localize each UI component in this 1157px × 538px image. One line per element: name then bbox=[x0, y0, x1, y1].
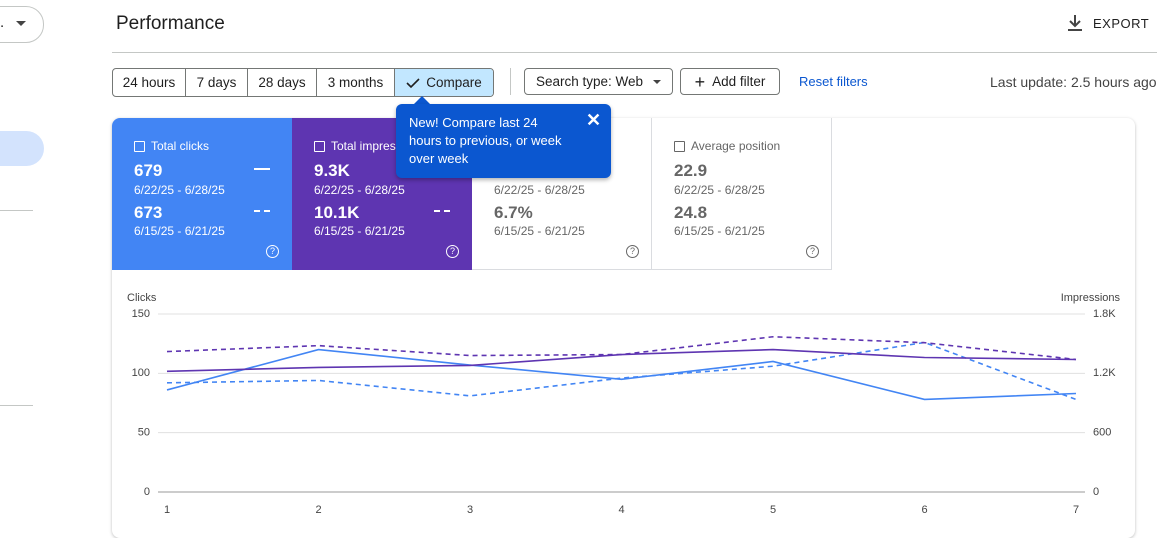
tooltip: New! Compare last 24 hours to previous, … bbox=[396, 104, 611, 178]
card-range: 6/22/25 - 6/28/25 bbox=[674, 183, 765, 197]
x-tick-label: 6 bbox=[921, 504, 927, 516]
tooltip-arrow bbox=[414, 96, 430, 104]
card-title: Average position bbox=[691, 139, 781, 153]
card-title: Total clicks bbox=[151, 139, 210, 153]
dropdown-arrow bbox=[16, 21, 26, 26]
y2-tick-label: 1.2K bbox=[1093, 367, 1116, 379]
card-value: 679 bbox=[134, 161, 163, 180]
metric-card[interactable]: Total clicks 679 6/22/25 - 6/28/25 673 6… bbox=[112, 118, 292, 270]
dashed-line-icon bbox=[434, 210, 450, 212]
x-tick-label: 5 bbox=[770, 504, 776, 516]
add-filter-button[interactable]: + Add filter bbox=[680, 68, 780, 95]
plus-icon: + bbox=[694, 71, 706, 92]
y-axis-label: Clicks bbox=[127, 292, 157, 304]
checkbox[interactable] bbox=[314, 141, 325, 152]
nav-divider bbox=[0, 405, 33, 406]
range-button[interactable]: 28 days bbox=[248, 69, 317, 96]
series-line bbox=[166, 341, 1077, 401]
chart: Clicks Impressions 0 50 100 150 0 600 1.2K 1.8K… bbox=[127, 292, 1121, 516]
search-type-button[interactable]: Search type: Web bbox=[524, 68, 673, 95]
card-range: 6/15/25 - 6/21/25 bbox=[314, 224, 405, 238]
help-icon[interactable]: ? bbox=[266, 245, 279, 258]
help-icon[interactable]: ? bbox=[626, 245, 639, 258]
y-tick-label: 150 bbox=[132, 308, 150, 320]
x-tick-label: 1 bbox=[164, 504, 170, 516]
header-divider bbox=[112, 52, 1157, 53]
add-filter-label: Add filter bbox=[712, 74, 766, 89]
card-range: 6/22/25 - 6/28/25 bbox=[494, 183, 585, 197]
card-value: 9.3K bbox=[314, 161, 350, 180]
toolbar-separator bbox=[510, 68, 511, 95]
y-tick-label: 50 bbox=[138, 427, 150, 439]
card-value: 22.9 bbox=[674, 161, 708, 180]
range-button[interactable]: 3 months bbox=[317, 69, 395, 96]
reset-filters-link[interactable]: Reset filters bbox=[799, 74, 868, 89]
card-range: 6/22/25 - 6/28/25 bbox=[134, 183, 225, 197]
x-tick-label: 7 bbox=[1073, 504, 1079, 516]
range-button[interactable]: 24 hours bbox=[113, 69, 186, 96]
page-title: Performance bbox=[116, 13, 225, 34]
x-tick-label: 4 bbox=[618, 504, 624, 516]
card-range: 6/15/25 - 6/21/25 bbox=[134, 224, 225, 238]
nav-divider bbox=[0, 210, 33, 211]
y2-tick-label: 0 bbox=[1093, 486, 1099, 498]
page: . Performance EXPORT 24 hours 7 days 28 … bbox=[0, 6, 1157, 516]
compare-button[interactable]: Compare bbox=[395, 69, 493, 96]
tooltip-text: New! Compare last 24 hours to previous, … bbox=[409, 115, 562, 166]
compare-label: Compare bbox=[426, 75, 482, 90]
y-tick-label: 0 bbox=[144, 486, 150, 498]
card-value: 10.1K bbox=[314, 203, 360, 222]
dropdown-text: . bbox=[0, 14, 5, 31]
range-group: 24 hours 7 days 28 days 3 months Compare bbox=[112, 68, 494, 97]
y2-axis-label: Impressions bbox=[1061, 292, 1121, 304]
card-value: 24.8 bbox=[674, 203, 708, 222]
x-tick-label: 2 bbox=[315, 504, 321, 516]
card-range: 6/15/25 - 6/21/25 bbox=[674, 224, 765, 238]
dropdown-arrow bbox=[653, 79, 662, 84]
card-range: 6/15/25 - 6/21/25 bbox=[494, 224, 585, 238]
search-type-label: Search type: Web bbox=[535, 74, 644, 89]
x-tick-label: 3 bbox=[467, 504, 473, 516]
property-dropdown[interactable] bbox=[0, 6, 44, 43]
export-icon[interactable] bbox=[1066, 13, 1084, 33]
nav-active-item[interactable] bbox=[0, 131, 44, 166]
help-icon[interactable]: ? bbox=[446, 245, 459, 258]
card-value: 673 bbox=[134, 203, 163, 222]
last-update: Last update: 2.5 hours ago bbox=[990, 74, 1157, 90]
checkbox[interactable] bbox=[134, 141, 145, 152]
dashed-line-icon bbox=[254, 210, 270, 212]
y2-tick-label: 1.8K bbox=[1093, 308, 1116, 320]
checkbox[interactable] bbox=[674, 141, 685, 152]
card-range: 6/22/25 - 6/28/25 bbox=[314, 183, 405, 197]
solid-line-icon bbox=[254, 168, 270, 170]
tooltip-close[interactable]: ✕ bbox=[586, 110, 602, 130]
y-tick-label: 100 bbox=[132, 367, 150, 379]
check-icon bbox=[406, 77, 420, 88]
export-button[interactable]: EXPORT bbox=[1093, 16, 1150, 31]
card-value: 6.7% bbox=[494, 203, 533, 222]
metric-card[interactable]: Average position 22.9 6/22/25 - 6/28/25 … bbox=[652, 118, 832, 270]
series-line bbox=[166, 348, 1077, 401]
help-icon[interactable]: ? bbox=[806, 245, 819, 258]
range-button[interactable]: 7 days bbox=[186, 69, 248, 96]
series-line bbox=[166, 335, 1077, 361]
y2-tick-label: 600 bbox=[1093, 427, 1111, 439]
